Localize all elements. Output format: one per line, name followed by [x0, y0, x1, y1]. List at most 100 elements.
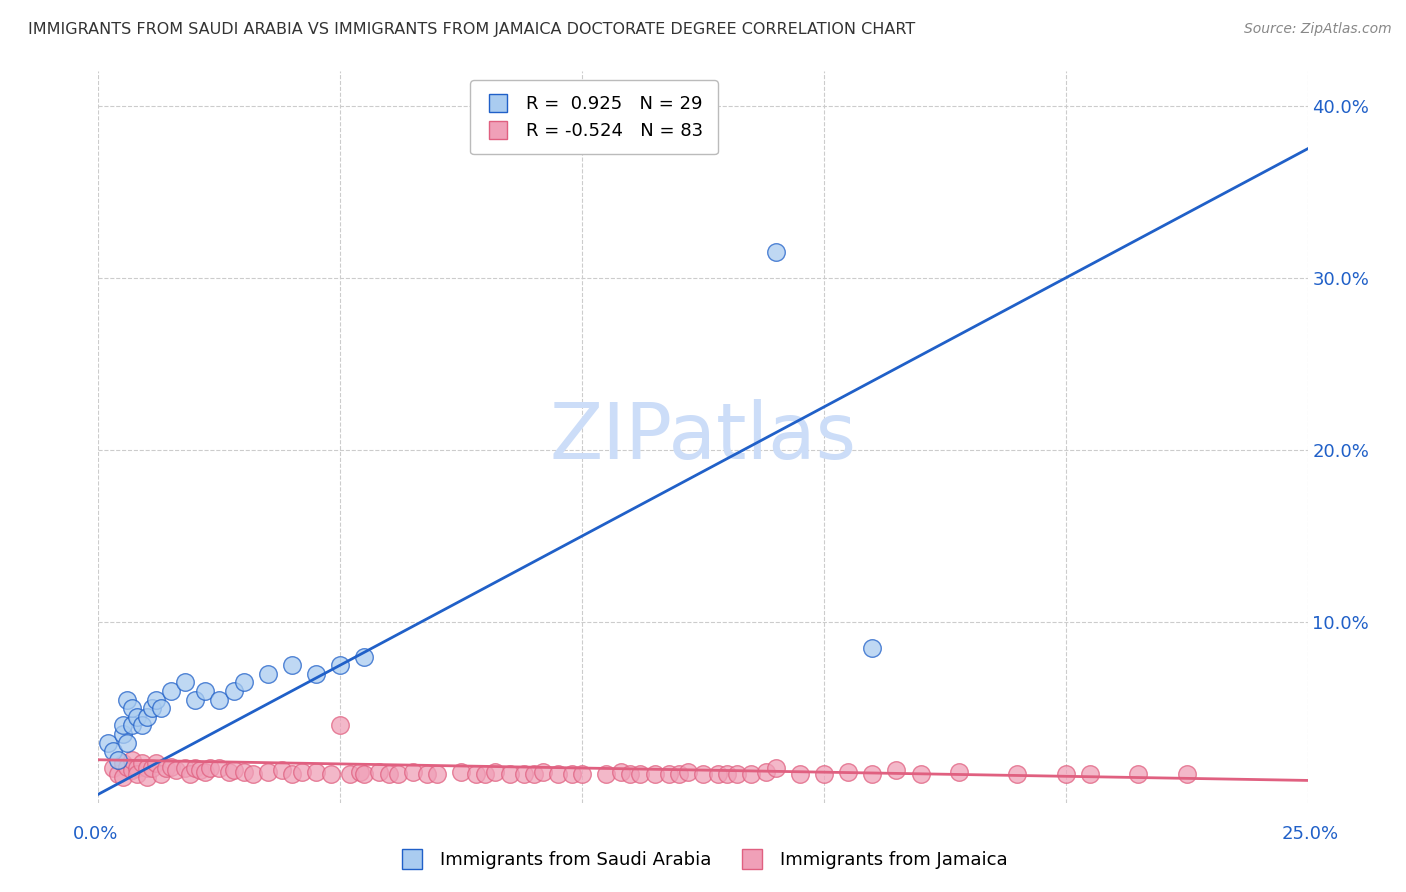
Point [271, 763, 294, 777]
Point [131, 756, 153, 771]
Text: 0.0%: 0.0% [73, 825, 118, 843]
Text: Source: ZipAtlas.com: Source: ZipAtlas.com [1244, 22, 1392, 37]
Point [111, 727, 134, 741]
Point [165, 763, 187, 777]
Point [595, 766, 617, 780]
Point [464, 766, 486, 780]
Point [860, 640, 883, 655]
Point [610, 764, 633, 779]
Point [426, 766, 449, 780]
Point [184, 692, 207, 706]
Point [121, 701, 143, 715]
Point [765, 245, 787, 260]
Point [644, 766, 666, 780]
Point [368, 764, 391, 779]
Point [498, 766, 520, 780]
Point [111, 718, 134, 732]
Point [127, 766, 149, 780]
Point [706, 766, 728, 780]
Point [127, 710, 149, 724]
Point [160, 759, 183, 773]
Point [353, 649, 375, 664]
Point [948, 764, 970, 779]
Point [387, 766, 409, 780]
Point [107, 753, 129, 767]
Point [174, 675, 197, 690]
Point [813, 766, 835, 780]
Point [194, 764, 217, 779]
Point [232, 675, 254, 690]
Point [329, 718, 352, 732]
Point [281, 766, 304, 780]
Point [101, 744, 124, 758]
Point [107, 766, 129, 780]
Point [184, 761, 207, 775]
Point [716, 766, 738, 780]
Point [117, 692, 139, 706]
Point [150, 766, 173, 780]
Point [765, 761, 787, 775]
Point [668, 766, 690, 780]
Point [111, 756, 134, 771]
Point [121, 763, 143, 777]
Point [353, 766, 375, 780]
Text: ZIPatlas: ZIPatlas [550, 399, 856, 475]
Point [117, 735, 139, 749]
Point [329, 658, 352, 673]
Point [135, 710, 157, 724]
Point [256, 666, 278, 681]
Point [1175, 766, 1198, 780]
Point [860, 766, 883, 780]
Point [886, 763, 908, 777]
Point [256, 764, 278, 779]
Point [145, 692, 167, 706]
Point [281, 658, 304, 673]
Point [678, 764, 700, 779]
Point [561, 766, 583, 780]
Point [628, 766, 651, 780]
Point [222, 684, 245, 698]
Point [208, 761, 231, 775]
Point [121, 718, 143, 732]
Point [1054, 766, 1077, 780]
Point [1007, 766, 1029, 780]
Point [290, 764, 312, 779]
Point [198, 761, 221, 775]
Point [547, 766, 569, 780]
Point [111, 770, 134, 784]
Point [474, 766, 496, 780]
Point [242, 766, 264, 780]
Point [531, 764, 554, 779]
Point [837, 764, 859, 779]
Point [222, 763, 245, 777]
Text: 25.0%: 25.0% [1282, 825, 1339, 843]
Point [150, 701, 173, 715]
Point [740, 766, 762, 780]
Point [450, 764, 472, 779]
Point [725, 766, 748, 780]
Point [523, 766, 546, 780]
Point [135, 770, 157, 784]
Point [208, 692, 231, 706]
Point [101, 761, 124, 775]
Point [131, 718, 153, 732]
Point [571, 766, 593, 780]
Point [416, 766, 439, 780]
Point [658, 766, 681, 780]
Point [349, 764, 371, 779]
Point [155, 761, 177, 775]
Point [692, 766, 714, 780]
Point [484, 764, 506, 779]
Point [127, 761, 149, 775]
Point [141, 701, 163, 715]
Point [339, 766, 361, 780]
Point [160, 684, 183, 698]
Point [194, 684, 217, 698]
Point [305, 666, 328, 681]
Point [179, 766, 201, 780]
Point [319, 766, 342, 780]
Point [117, 759, 139, 773]
Point [305, 764, 328, 779]
Point [145, 756, 167, 771]
Point [218, 764, 240, 779]
